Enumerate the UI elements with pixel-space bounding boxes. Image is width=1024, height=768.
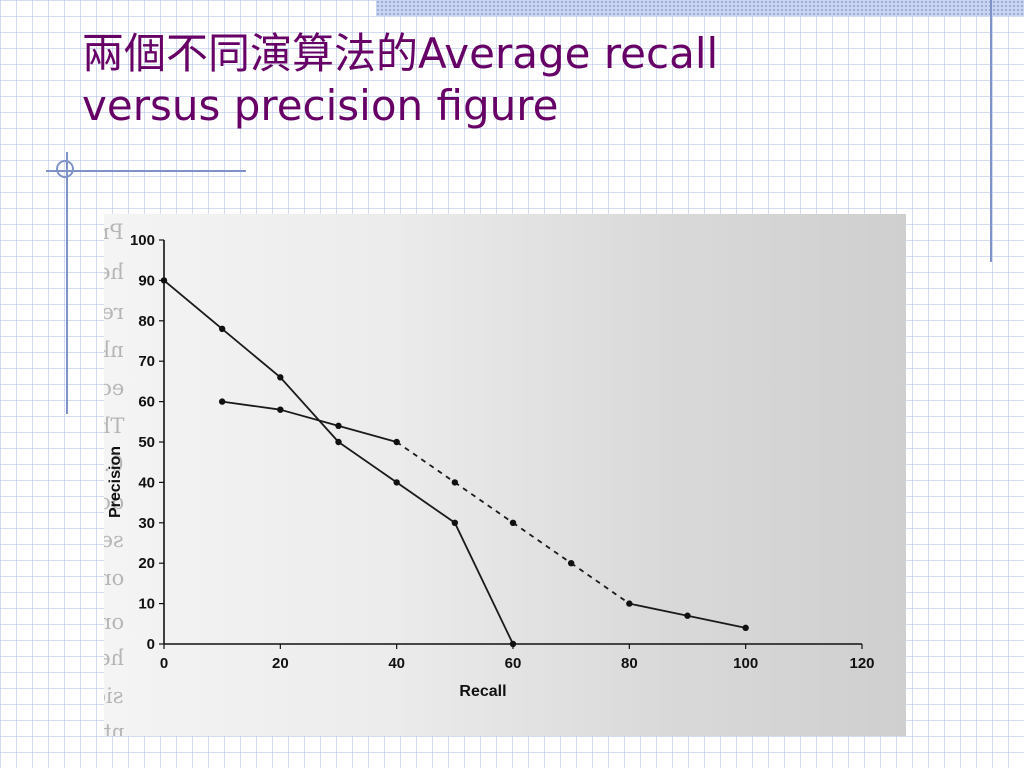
x-axis-label: Recall [459,683,506,700]
series-2-segment [222,400,281,411]
series-2-point [335,422,342,430]
series-1-segment [454,522,514,645]
series-2-segment [396,441,456,484]
series-1-segment [337,441,398,484]
precision-recall-chart: 0 10 20 30 40 50 60 70 80 90 100 0 20 40 60 80 100 120 Rec… [107,232,875,700]
series-2-point [626,600,633,607]
top-decorative-band [376,0,1024,16]
y-tick-label: 80 [138,313,155,330]
y-tick-label: 30 [138,515,155,532]
x-tick-label: 20 [272,655,289,672]
slide-title-line-2: versus precision figure [82,81,559,130]
series-2-point [742,624,749,632]
series-2-segment [338,424,397,443]
series-2-point [509,519,517,526]
series-2-segment [570,562,630,605]
series-2-point [393,438,400,446]
series-2-segment [454,481,514,524]
series-1-segment [396,481,456,524]
y-tick-label: 40 [138,474,155,491]
x-tick-label: 60 [505,655,522,672]
scanned-chart-image: Precision at Seen Relevant Documentshere… [104,214,906,736]
series-2-point [277,406,284,413]
y-tick-label: 60 [138,394,155,411]
series-1-point [393,479,400,486]
decorative-vertical-line-left [66,152,68,414]
series-1-point [218,325,226,333]
decorative-circle [56,160,74,178]
y-tick-label: 50 [138,434,155,451]
y-tick-label: 20 [138,555,155,572]
series-1-point [451,519,459,526]
series-1-point [335,438,342,446]
series-2-point [451,479,459,486]
series-1-segment [279,376,340,443]
series-2-segment [512,522,572,564]
series-1-point [277,374,284,381]
series-2-segment [687,614,746,629]
y-tick-label: 10 [138,596,155,613]
y-axis-label: Precision [107,446,124,518]
y-tick-label: 70 [138,353,155,370]
slide-title: 兩個不同演算法的Average recall versus precision … [82,28,982,132]
x-tick-label: 0 [160,655,168,672]
series-2-segment [629,602,688,617]
series-1-segment [163,279,223,330]
y-tick-label: 90 [138,272,155,289]
series-1-point [160,277,168,284]
slide-title-line-1: 兩個不同演算法的Average recall [82,29,719,78]
series-1-point [509,640,517,648]
series-2-point [567,560,575,567]
decorative-vertical-line-right [990,0,992,262]
decorative-horizontal-line [46,170,246,172]
x-tick-label: 80 [621,655,638,672]
series-2-segment [280,408,339,427]
series-2-point [218,398,226,405]
series-2-point [684,612,691,619]
x-tick-label: 40 [388,655,405,672]
x-tick-label: 100 [733,655,758,672]
y-tick-label: 100 [130,232,155,249]
x-tick-label: 120 [849,655,874,672]
y-tick-label: 0 [147,636,155,653]
series-1-segment [221,328,281,379]
